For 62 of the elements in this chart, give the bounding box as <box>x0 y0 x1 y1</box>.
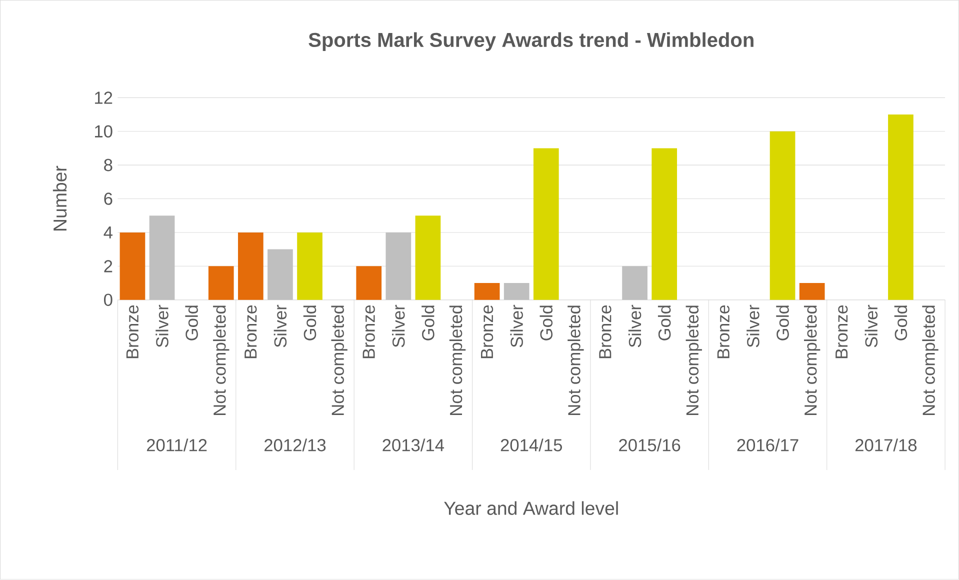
x-tick-label: Not completed <box>331 306 348 416</box>
x-tick-label: Silver <box>746 305 760 348</box>
bar <box>888 114 914 300</box>
bar <box>474 283 500 300</box>
bar <box>149 216 175 300</box>
bar <box>356 266 382 300</box>
bar <box>799 283 825 300</box>
bar <box>622 266 648 300</box>
chart-title: Sports Mark Survey Awards trend - Wimbledon <box>308 32 754 52</box>
bar <box>208 266 234 300</box>
x-tick-label: Bronze <box>362 305 375 358</box>
x-tick-label: Silver <box>864 305 878 348</box>
x-tick-label: Silver <box>510 305 523 348</box>
text: 2015/16 <box>619 438 680 452</box>
text: 2011/12 <box>146 438 207 452</box>
text: 2014/15 <box>500 438 562 452</box>
bar <box>533 148 559 300</box>
x-tick-label: Bronze <box>836 305 848 358</box>
y-tick-label: 0 <box>104 294 112 306</box>
y-tick-label: 4 <box>104 226 112 239</box>
x-tick-label: Gold <box>422 306 434 340</box>
bar <box>120 232 146 300</box>
x-tick-label: Silver <box>156 305 168 348</box>
text: 2016/17 <box>737 438 798 452</box>
bar <box>415 216 441 300</box>
y-tick-label: 10 <box>95 125 112 138</box>
x-tick-label: Not completed <box>449 306 466 416</box>
x-tick-label: Silver <box>392 305 405 348</box>
x-tick-label: Gold <box>658 306 671 340</box>
y-tick-label: 8 <box>104 159 112 172</box>
bar <box>770 132 796 300</box>
x-tick-label: Bronze <box>244 305 257 358</box>
x-tick-label: Silver <box>628 305 642 348</box>
x-tick-label: Not completed <box>568 306 584 416</box>
x-tick-label: Gold <box>540 306 553 340</box>
y-tick-label: 2 <box>104 260 112 272</box>
bar <box>504 283 530 300</box>
y-tick-label: 12 <box>95 92 112 104</box>
text: 2017/18 <box>855 438 917 452</box>
y-tick-label: 6 <box>104 192 112 206</box>
bar <box>238 232 264 300</box>
bar <box>652 148 678 300</box>
x-tick-label: Not completed <box>213 306 230 416</box>
x-tick-label: Bronze <box>717 305 730 358</box>
bar <box>386 232 412 300</box>
x-tick-label: Gold <box>185 306 198 340</box>
x-tick-label: Bronze <box>599 305 612 358</box>
x-tick-label: Gold <box>303 306 316 340</box>
x-tick-label: Bronze <box>481 305 494 358</box>
bar <box>268 249 293 300</box>
x-tick-label: Not completed <box>922 306 938 416</box>
y-axis-title: Number <box>52 166 67 231</box>
text: 2013/14 <box>382 438 444 452</box>
text: 2012/13 <box>264 438 326 452</box>
x-axis-title: Year and Award level <box>444 501 618 516</box>
x-tick-label: Not completed <box>804 306 820 416</box>
x-tick-label: Gold <box>894 306 908 340</box>
x-tick-label: Not completed <box>686 306 702 416</box>
x-tick-label: Gold <box>776 306 789 340</box>
bar <box>297 232 322 300</box>
x-tick-label: Silver <box>274 305 287 348</box>
x-tick-label: Bronze <box>126 305 139 358</box>
